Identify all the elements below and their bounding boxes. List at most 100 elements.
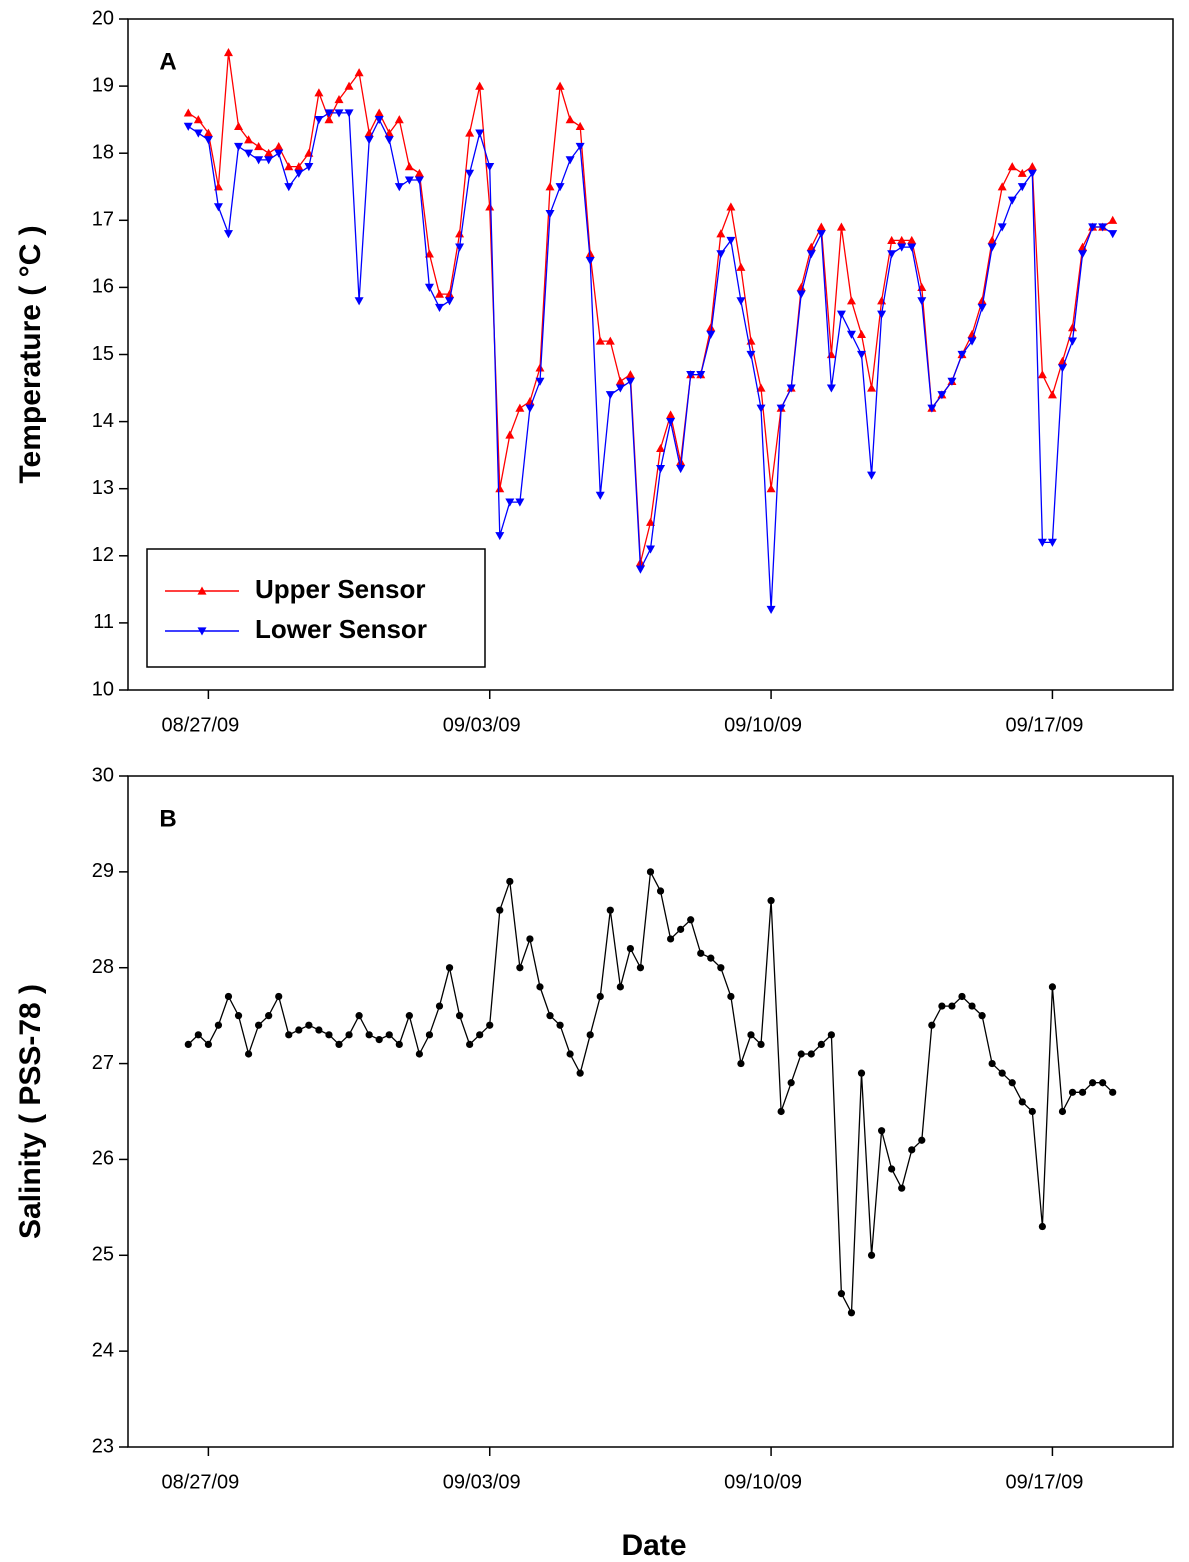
data-point bbox=[1007, 196, 1017, 205]
data-point bbox=[1108, 230, 1118, 239]
data-point bbox=[726, 236, 736, 245]
data-point bbox=[897, 235, 907, 245]
legend-label: Upper Sensor bbox=[255, 574, 426, 604]
data-point bbox=[1017, 168, 1027, 177]
data-point bbox=[1109, 1088, 1117, 1096]
data-point bbox=[796, 290, 806, 299]
data-point bbox=[1048, 983, 1057, 991]
data-point bbox=[686, 371, 696, 380]
y-tick-label: 14 bbox=[92, 410, 114, 432]
data-point bbox=[1068, 1088, 1077, 1096]
data-point bbox=[1047, 390, 1057, 399]
data-point bbox=[1098, 223, 1108, 232]
data-point bbox=[776, 404, 786, 413]
data-point bbox=[635, 565, 645, 574]
x-axis-title: Date bbox=[621, 1529, 686, 1562]
data-point bbox=[294, 169, 304, 178]
data-point bbox=[555, 183, 565, 192]
legend-marker bbox=[197, 586, 207, 595]
data-point bbox=[203, 136, 213, 145]
data-point bbox=[404, 162, 414, 171]
y-axis-title: Salinity ( PSS-78 ) bbox=[14, 984, 47, 1239]
data-point bbox=[967, 337, 977, 346]
data-point bbox=[506, 877, 514, 886]
data-point bbox=[355, 1012, 363, 1020]
data-point bbox=[646, 545, 655, 554]
data-point bbox=[625, 370, 635, 379]
data-point bbox=[636, 964, 645, 972]
data-point bbox=[846, 296, 856, 305]
data-point bbox=[234, 1012, 243, 1020]
data-point bbox=[525, 404, 535, 413]
data-point bbox=[948, 1002, 956, 1010]
data-point bbox=[596, 992, 604, 1001]
y-tick-label: 26 bbox=[92, 1148, 114, 1170]
data-point bbox=[968, 1002, 976, 1010]
data-point bbox=[726, 202, 736, 211]
data-point bbox=[826, 384, 836, 393]
data-point bbox=[717, 964, 725, 972]
data-point bbox=[295, 1026, 303, 1034]
data-point bbox=[687, 916, 695, 924]
data-point bbox=[887, 250, 897, 259]
data-point bbox=[384, 136, 394, 145]
series-line bbox=[187, 52, 1114, 563]
data-point bbox=[737, 1059, 745, 1068]
data-point bbox=[666, 410, 676, 419]
data-point bbox=[1027, 162, 1037, 171]
data-point bbox=[978, 1012, 986, 1020]
data-point bbox=[1028, 1107, 1036, 1116]
data-point bbox=[625, 377, 635, 386]
data-point bbox=[606, 906, 614, 914]
data-point bbox=[536, 983, 544, 991]
data-point bbox=[836, 222, 846, 231]
data-point bbox=[867, 471, 877, 480]
data-point bbox=[244, 149, 254, 158]
data-point bbox=[998, 1069, 1006, 1077]
x-tick-label: 09/10/09 bbox=[724, 1471, 802, 1493]
x-tick-label: 09/17/09 bbox=[1005, 714, 1083, 736]
data-point bbox=[193, 129, 203, 138]
data-point bbox=[305, 1021, 313, 1029]
data-point bbox=[344, 81, 354, 90]
y-tick-label: 17 bbox=[92, 209, 114, 231]
data-point bbox=[405, 1012, 413, 1020]
legend-label: Lower Sensor bbox=[255, 614, 427, 644]
data-point bbox=[837, 1290, 846, 1298]
data-point bbox=[565, 115, 575, 124]
data-point bbox=[334, 109, 344, 118]
data-point bbox=[1027, 169, 1037, 178]
data-point bbox=[977, 296, 987, 305]
data-point bbox=[696, 371, 706, 380]
data-point bbox=[224, 992, 233, 1001]
data-point bbox=[515, 403, 525, 412]
data-point bbox=[516, 964, 524, 972]
data-point bbox=[476, 1031, 484, 1039]
panel-label: B bbox=[159, 805, 176, 832]
data-point bbox=[385, 1031, 393, 1039]
data-point bbox=[485, 202, 495, 211]
data-point bbox=[223, 48, 233, 57]
data-point bbox=[535, 377, 545, 386]
data-point bbox=[445, 964, 454, 972]
data-point bbox=[816, 222, 826, 231]
data-point bbox=[234, 121, 244, 130]
y-tick-label: 25 bbox=[92, 1244, 114, 1266]
data-point bbox=[424, 249, 434, 258]
data-point bbox=[566, 1050, 574, 1058]
data-point bbox=[183, 108, 193, 117]
data-point bbox=[375, 1036, 383, 1044]
data-point bbox=[575, 121, 585, 130]
series-line bbox=[187, 869, 1114, 1316]
data-point bbox=[847, 1309, 856, 1317]
data-point bbox=[646, 517, 655, 526]
y-tick-label: 24 bbox=[92, 1339, 114, 1361]
y-tick-label: 15 bbox=[92, 343, 114, 365]
data-point bbox=[1088, 223, 1098, 232]
data-point bbox=[1037, 538, 1047, 547]
data-point bbox=[676, 464, 686, 474]
data-point bbox=[345, 1031, 353, 1039]
data-point bbox=[213, 203, 223, 212]
data-point bbox=[496, 906, 504, 914]
data-point bbox=[1047, 538, 1057, 547]
